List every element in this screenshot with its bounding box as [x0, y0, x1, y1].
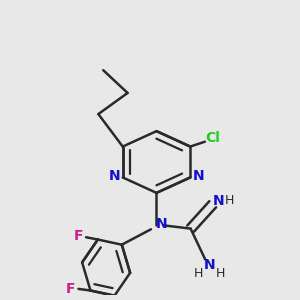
Text: N: N	[109, 169, 120, 183]
Text: H: H	[216, 267, 226, 280]
Text: F: F	[74, 229, 84, 243]
Text: N: N	[193, 169, 204, 183]
Text: H: H	[224, 194, 234, 208]
Text: H: H	[194, 267, 203, 280]
Text: N: N	[213, 194, 224, 208]
Text: F: F	[66, 282, 75, 296]
Text: Cl: Cl	[206, 131, 220, 146]
Text: N: N	[156, 217, 167, 231]
Text: N: N	[203, 258, 215, 272]
